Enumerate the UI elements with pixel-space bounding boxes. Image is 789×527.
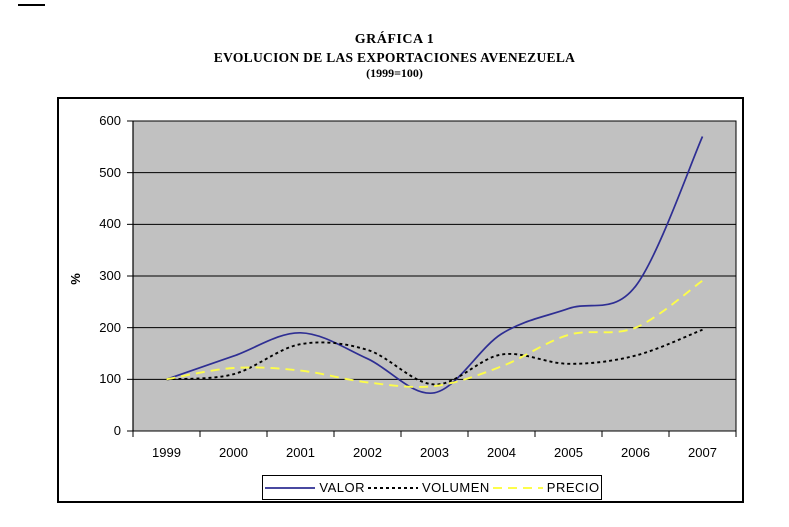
plot-area [127, 120, 737, 437]
chart-base-index: (1999=100) [366, 66, 423, 80]
y-tick-label: 100 [99, 371, 121, 387]
legend-item-precio: PRECIO [492, 480, 600, 495]
y-tick-label: 500 [99, 164, 121, 180]
x-tick-label: 2006 [621, 445, 650, 460]
y-tick-label: 300 [99, 268, 121, 283]
y-tick-label: 400 [99, 216, 121, 232]
x-tick-label: 2001 [286, 445, 315, 460]
legend-label: PRECIO [546, 480, 600, 495]
x-tick-label: 2002 [353, 445, 382, 460]
y-tick-label: 0 [113, 423, 121, 438]
chart-subtitle: EVOLUCION DE LAS EXPORTACIONES AVENEZUEL… [213, 50, 576, 65]
x-tick-label: 2000 [219, 445, 248, 460]
series-path-volumen [166, 328, 703, 386]
x-tick-label: 2003 [420, 445, 449, 460]
x-tick-label: 2007 [688, 445, 717, 460]
x-tick-label: 2005 [554, 445, 583, 460]
legend-swatch-valor [265, 486, 316, 489]
y-tick-label: 200 [99, 319, 121, 335]
chart-frame: % 0 100 200 300 400 500 600 1999 2000 2001 2002 20… [57, 97, 744, 503]
x-tick-label: 1999 [152, 445, 181, 460]
y-tick-label: 600 [99, 113, 121, 128]
legend-item-volumen: VOLUMEN [367, 480, 490, 495]
legend-swatch-volumen [367, 486, 418, 489]
chart-title-block: GRÁFICA 1 EVOLUCION DE LAS EXPORTACIONES… [0, 31, 789, 81]
chart-svg [127, 120, 737, 437]
legend-label: VALOR [319, 480, 365, 495]
legend: VALOR VOLUMEN PRECIO [262, 475, 602, 500]
x-tick-label: 2004 [487, 445, 516, 460]
page-edge-artifact [18, 4, 45, 6]
chart-title: GRÁFICA 1 [354, 32, 435, 47]
series-path-valor [166, 136, 704, 394]
legend-item-valor: VALOR [264, 480, 365, 495]
series-path-precio [166, 279, 704, 388]
legend-label: VOLUMEN [421, 480, 490, 495]
legend-swatch-precio [492, 486, 543, 489]
